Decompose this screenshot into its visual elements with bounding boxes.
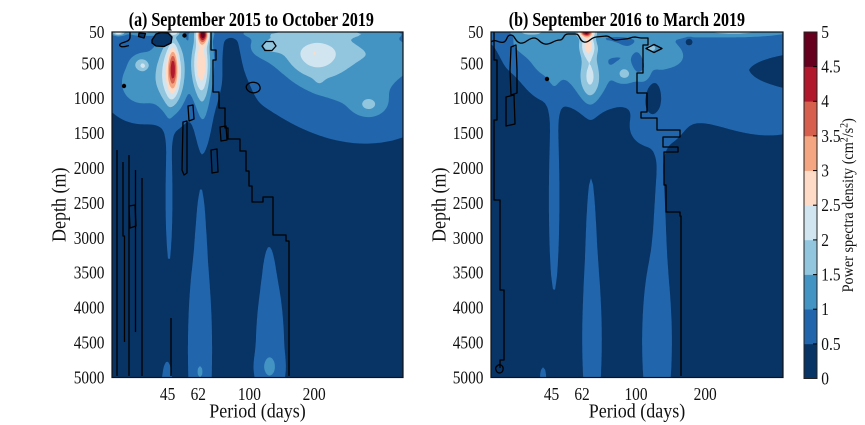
svg-text:200: 200	[303, 384, 326, 404]
svg-text:(a) September 2015 to October: (a) September 2015 to October 2019	[129, 9, 374, 32]
svg-text:Period (days): Period (days)	[209, 401, 305, 423]
svg-text:2000: 2000	[453, 158, 484, 178]
svg-text:45: 45	[160, 384, 175, 404]
svg-text:4000: 4000	[453, 298, 484, 318]
svg-text:62: 62	[191, 384, 206, 404]
svg-text:4500: 4500	[453, 332, 484, 352]
svg-text:(b) September 2016 to March 20: (b) September 2016 to March 2019	[509, 9, 745, 32]
svg-text:Power spectra density (cm2/s2): Power spectra density (cm2/s2)	[839, 118, 857, 292]
svg-text:3: 3	[821, 160, 829, 180]
svg-text:4500: 4500	[74, 332, 105, 352]
svg-text:1.5: 1.5	[821, 264, 840, 284]
svg-text:4: 4	[821, 91, 829, 111]
svg-text:45: 45	[544, 384, 559, 404]
svg-text:0: 0	[821, 368, 829, 388]
svg-text:2500: 2500	[453, 193, 484, 213]
svg-text:Depth (m): Depth (m)	[49, 168, 71, 242]
svg-text:4.5: 4.5	[821, 56, 840, 76]
svg-text:2: 2	[821, 230, 829, 250]
svg-text:1000: 1000	[453, 88, 484, 108]
svg-text:0.5: 0.5	[821, 334, 840, 354]
svg-text:Period (days): Period (days)	[589, 401, 685, 423]
svg-text:1500: 1500	[74, 123, 105, 143]
svg-text:5000: 5000	[74, 367, 105, 387]
svg-text:500: 500	[81, 53, 104, 73]
svg-text:3000: 3000	[453, 228, 484, 248]
svg-text:500: 500	[460, 53, 483, 73]
svg-text:3500: 3500	[74, 263, 105, 283]
svg-text:2000: 2000	[74, 158, 105, 178]
svg-text:50: 50	[89, 22, 104, 42]
svg-text:62: 62	[574, 384, 589, 404]
svg-text:50: 50	[468, 22, 483, 42]
svg-text:1500: 1500	[453, 123, 484, 143]
svg-text:100: 100	[624, 384, 647, 404]
svg-text:2.5: 2.5	[821, 195, 840, 215]
svg-text:5000: 5000	[453, 367, 484, 387]
svg-text:1000: 1000	[74, 88, 105, 108]
svg-text:200: 200	[694, 384, 717, 404]
svg-text:1: 1	[821, 299, 829, 319]
svg-text:4000: 4000	[74, 298, 105, 318]
svg-text:5: 5	[821, 22, 829, 42]
svg-text:Depth (m): Depth (m)	[429, 168, 451, 242]
svg-text:100: 100	[238, 384, 261, 404]
svg-text:2500: 2500	[74, 193, 105, 213]
svg-text:3.5: 3.5	[821, 126, 840, 146]
svg-text:3000: 3000	[74, 228, 105, 248]
svg-text:3500: 3500	[453, 263, 484, 283]
